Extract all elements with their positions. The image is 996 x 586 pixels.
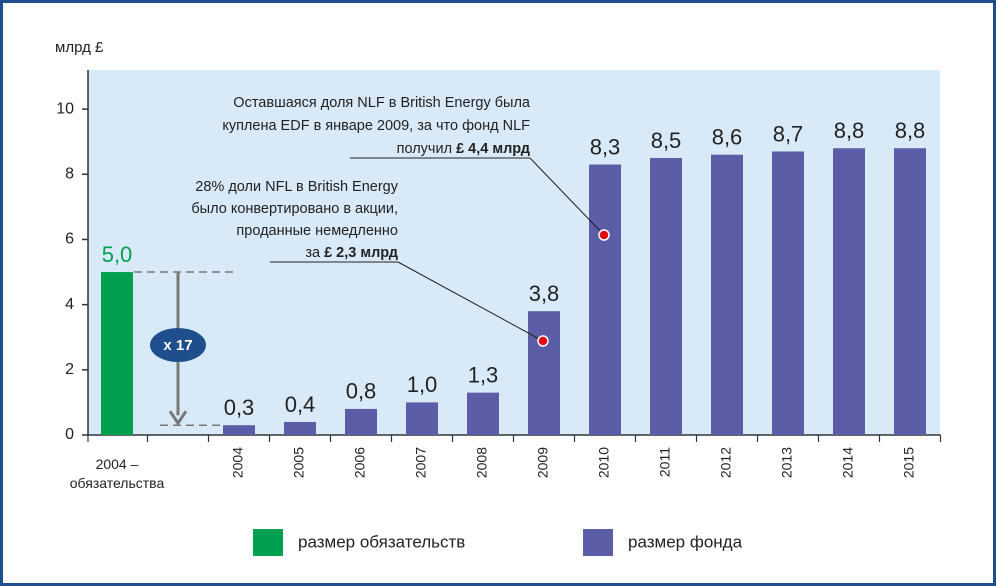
value-label: 0,3 [224, 395, 255, 420]
y-tick-label: 8 [65, 166, 74, 183]
value-label: 8,7 [773, 121, 804, 146]
annotation-line: получил [397, 141, 452, 157]
value-label: 8,8 [895, 118, 926, 143]
value-label: 8,3 [590, 134, 621, 159]
bar [345, 408, 377, 435]
x-tick-label: 2007 [413, 447, 429, 478]
x-tick-label: 2008 [474, 447, 490, 478]
leader-line [529, 157, 605, 236]
annotation-line: куплена EDF в январе 2009, за что фонд N… [222, 118, 530, 134]
value-label: 3,8 [529, 281, 560, 306]
bar [406, 402, 438, 435]
annotation-text: было конвертировано в акции, [191, 201, 398, 217]
annotation-text: куплена EDF в январе 2009, за что фонд N… [222, 118, 530, 134]
annotation-emphasis: £ 4,4 млрд [456, 141, 530, 157]
ratio-badge [150, 328, 206, 362]
x-tick-label: 2015 [901, 447, 917, 478]
y-tick-label: 10 [56, 100, 74, 117]
annotation-text: 28% доли NFL в British Energy [195, 179, 398, 195]
bar [223, 425, 255, 435]
legend-label: размер обязательств [298, 532, 465, 551]
y-tick-label: 6 [65, 231, 74, 248]
value-label: 8,6 [712, 125, 743, 150]
annotation-dot [537, 335, 549, 347]
annotation-text: получил £ 4,4 млрд [397, 141, 530, 157]
value-label: 1,3 [468, 362, 499, 387]
leader-line [397, 261, 544, 342]
x-tick-label: 2009 [535, 447, 551, 478]
annotation-line: 28% доли NFL в British Energy [195, 179, 398, 195]
legend-swatch [253, 529, 283, 556]
x-tick-label: 2005 [291, 447, 307, 478]
annotation-text: за £ 2,3 млрд [305, 245, 398, 261]
annotation-text: Оставшаяся доля NLF в British Energy был… [233, 95, 531, 111]
x-tick-label: 2011 [657, 447, 673, 477]
bar [833, 148, 865, 435]
value-label: 0,8 [346, 379, 377, 404]
x-tick-label: 2014 [840, 447, 856, 478]
y-tick-label: 4 [65, 296, 74, 313]
legend-swatch [583, 529, 613, 556]
x-tick-label: 2004 – обязательства [69, 456, 165, 491]
arrow-head [168, 410, 188, 426]
bar [772, 151, 804, 436]
x-tick-label: 2010 [596, 447, 612, 478]
bar [711, 154, 743, 435]
annotation-line: за [305, 245, 321, 261]
value-label: 0,4 [285, 392, 316, 417]
x-tick-label: 2006 [352, 447, 368, 478]
x-tick-label: 2004 [230, 447, 246, 478]
bar [528, 311, 560, 435]
x-tick-label: 2013 [779, 447, 795, 478]
value-label: 5,0 [102, 242, 133, 267]
annotation-emphasis: £ 2,3 млрд [324, 245, 398, 261]
annotation-dot [598, 229, 610, 241]
annotation-line: проданные немедленно [236, 223, 398, 239]
value-label: 1,0 [407, 372, 438, 397]
annotation-text: проданные немедленно [236, 223, 398, 239]
bar [650, 157, 682, 435]
bar [284, 421, 316, 435]
y-tick-label: 2 [65, 361, 74, 378]
y-tick-label: 0 [65, 426, 74, 443]
bar [894, 148, 926, 435]
bar [101, 272, 133, 435]
value-label: 8,8 [834, 118, 865, 143]
y-axis-label: млрд £ [55, 39, 104, 56]
ratio-label: x 17 [163, 337, 192, 354]
annotation-line: Оставшаяся доля NLF в British Energy был… [233, 95, 531, 111]
x-tick-label: 2012 [718, 447, 734, 478]
bar [467, 392, 499, 435]
legend-label: размер фонда [628, 532, 743, 551]
annotation-line: было конвертировано в акции, [191, 201, 398, 217]
bar [589, 164, 621, 436]
value-label: 8,5 [651, 128, 682, 153]
